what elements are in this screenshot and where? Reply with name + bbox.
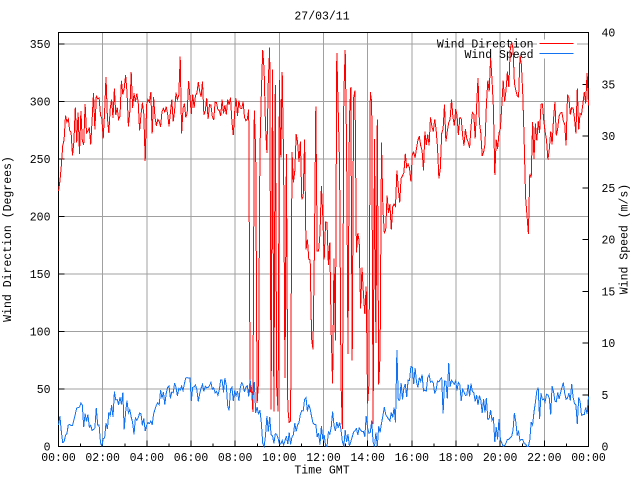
svg-text:30: 30 bbox=[602, 131, 616, 144]
svg-text:02:00: 02:00 bbox=[85, 452, 120, 465]
svg-text:0: 0 bbox=[602, 442, 609, 455]
svg-text:08:00: 08:00 bbox=[218, 452, 253, 465]
svg-text:27/03/11: 27/03/11 bbox=[294, 11, 349, 24]
svg-text:35: 35 bbox=[602, 79, 616, 92]
svg-text:00:00: 00:00 bbox=[41, 452, 76, 465]
svg-text:150: 150 bbox=[30, 269, 51, 282]
svg-text:0: 0 bbox=[44, 442, 51, 455]
svg-text:Time GMT: Time GMT bbox=[294, 465, 349, 478]
svg-text:50: 50 bbox=[37, 384, 51, 397]
svg-text:40: 40 bbox=[602, 28, 616, 41]
svg-text:5: 5 bbox=[602, 390, 609, 403]
svg-text:22:00: 22:00 bbox=[527, 452, 562, 465]
svg-text:200: 200 bbox=[30, 212, 51, 225]
svg-text:Wind Speed: Wind Speed bbox=[464, 49, 533, 62]
svg-text:04:00: 04:00 bbox=[130, 452, 165, 465]
svg-text:10: 10 bbox=[602, 338, 616, 351]
svg-text:15: 15 bbox=[602, 286, 616, 299]
svg-text:12:00: 12:00 bbox=[306, 452, 341, 465]
svg-text:20:00: 20:00 bbox=[483, 452, 518, 465]
svg-text:25: 25 bbox=[602, 183, 616, 196]
svg-text:350: 350 bbox=[30, 39, 51, 52]
svg-text:Wind Speed (m/s): Wind Speed (m/s) bbox=[619, 184, 632, 294]
svg-text:18:00: 18:00 bbox=[439, 452, 474, 465]
svg-text:20: 20 bbox=[602, 235, 616, 248]
svg-text:14:00: 14:00 bbox=[350, 452, 385, 465]
svg-text:06:00: 06:00 bbox=[174, 452, 209, 465]
svg-text:100: 100 bbox=[30, 327, 51, 340]
svg-text:16:00: 16:00 bbox=[395, 452, 430, 465]
svg-text:10:00: 10:00 bbox=[262, 452, 297, 465]
svg-text:Wind Direction (Degrees): Wind Direction (Degrees) bbox=[2, 156, 15, 322]
svg-text:00:00: 00:00 bbox=[571, 452, 606, 465]
svg-text:250: 250 bbox=[30, 154, 51, 167]
svg-text:300: 300 bbox=[30, 97, 51, 110]
svg-text:Wind Direction: Wind Direction bbox=[437, 39, 534, 52]
